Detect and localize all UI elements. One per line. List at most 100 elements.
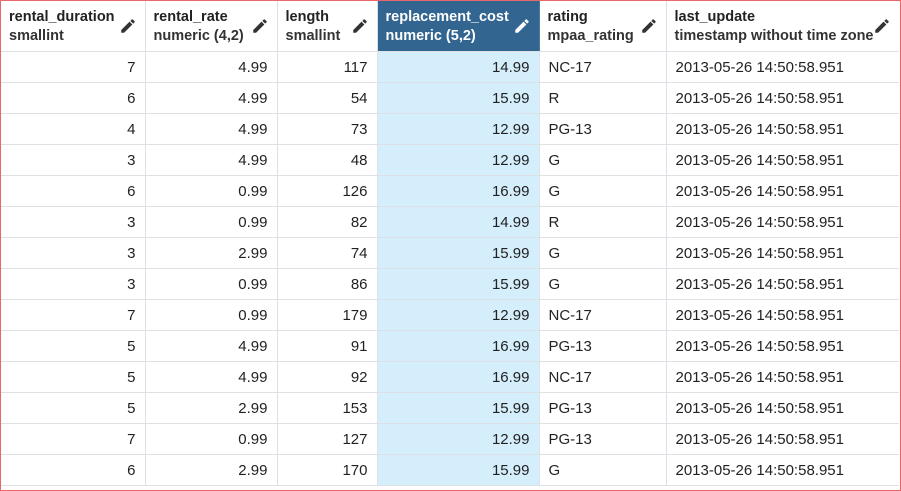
cell-rental-duration[interactable]: 6 <box>1 175 146 207</box>
table-row[interactable]: 4 4.99 73 12.99 PG-13 2013-05-26 14:50:58.951 <box>1 113 899 145</box>
cell-replacement-cost[interactable]: 15.99 <box>377 82 540 114</box>
table-row[interactable]: 3 0.99 86 15.99 G 2013-05-26 14:50:58.951 <box>1 268 899 300</box>
table-row[interactable]: 6 4.99 54 15.99 R 2013-05-26 14:50:58.951 <box>1 82 899 114</box>
cell-length[interactable]: 48 <box>277 144 378 176</box>
cell-length[interactable]: 74 <box>277 237 378 269</box>
table-row[interactable]: 3 0.99 82 14.99 R 2013-05-26 14:50:58.951 <box>1 206 899 238</box>
cell-rental-rate[interactable]: 4.99 <box>145 144 278 176</box>
cell-length[interactable]: 117 <box>277 51 378 83</box>
cell-last-update[interactable]: 2013-05-26 14:50:58.951 <box>666 299 899 331</box>
cell-replacement-cost[interactable]: 15.99 <box>377 237 540 269</box>
pencil-icon[interactable] <box>251 17 269 35</box>
cell-rating[interactable]: NC-17 <box>539 361 667 393</box>
cell-rental-duration[interactable]: 5 <box>1 330 146 362</box>
cell-rental-rate[interactable]: 2.99 <box>145 237 278 269</box>
cell-length[interactable]: 82 <box>277 206 378 238</box>
cell-length[interactable]: 91 <box>277 330 378 362</box>
table-row[interactable]: 7 0.99 179 12.99 NC-17 2013-05-26 14:50:58.95… <box>1 299 899 331</box>
table-row[interactable]: 6 0.99 126 16.99 G 2013-05-26 14:50:58.951 <box>1 175 899 207</box>
cell-replacement-cost[interactable]: 12.99 <box>377 423 540 455</box>
cell-rating[interactable]: G <box>539 454 667 486</box>
cell-rental-rate[interactable]: 0.99 <box>145 206 278 238</box>
column-header-rating[interactable]: rating mpaa_rating <box>539 1 667 52</box>
cell-last-update[interactable]: 2013-05-26 14:50:58.951 <box>666 144 899 176</box>
cell-rental-rate[interactable]: 4.99 <box>145 82 278 114</box>
cell-rental-rate[interactable]: 2.99 <box>145 392 278 424</box>
cell-rental-rate[interactable]: 4.99 <box>145 51 278 83</box>
cell-last-update[interactable]: 2013-05-26 14:50:58.951 <box>666 454 899 486</box>
column-header-replacement-cost[interactable]: replacement_cost numeric (5,2) <box>377 1 540 52</box>
cell-rental-duration[interactable]: 5 <box>1 361 146 393</box>
cell-rental-rate[interactable]: 0.99 <box>145 268 278 300</box>
cell-length[interactable]: 54 <box>277 82 378 114</box>
cell-rating[interactable]: PG-13 <box>539 392 667 424</box>
cell-length[interactable]: 73 <box>277 113 378 145</box>
cell-rental-rate[interactable]: 0.99 <box>145 423 278 455</box>
cell-last-update[interactable]: 2013-05-26 14:50:58.951 <box>666 206 899 238</box>
cell-replacement-cost[interactable]: 15.99 <box>377 268 540 300</box>
pencil-icon[interactable] <box>513 17 531 35</box>
cell-length[interactable]: 86 <box>277 268 378 300</box>
cell-replacement-cost[interactable]: 12.99 <box>377 113 540 145</box>
cell-length[interactable]: 127 <box>277 423 378 455</box>
cell-replacement-cost[interactable]: 16.99 <box>377 361 540 393</box>
cell-rental-duration[interactable]: 3 <box>1 237 146 269</box>
cell-rental-rate[interactable]: 0.99 <box>145 175 278 207</box>
table-row[interactable]: 5 4.99 91 16.99 PG-13 2013-05-26 14:50:58.951 <box>1 330 899 362</box>
cell-last-update[interactable]: 2013-05-26 14:50:58.951 <box>666 268 899 300</box>
cell-rating[interactable]: R <box>539 82 667 114</box>
cell-replacement-cost[interactable]: 15.99 <box>377 392 540 424</box>
cell-rental-duration[interactable]: 7 <box>1 51 146 83</box>
cell-rental-rate[interactable]: 4.99 <box>145 361 278 393</box>
cell-replacement-cost[interactable]: 15.99 <box>377 454 540 486</box>
cell-last-update[interactable]: 2013-05-26 14:50:58.951 <box>666 113 899 145</box>
cell-replacement-cost[interactable]: 12.99 <box>377 299 540 331</box>
pencil-icon[interactable] <box>351 17 369 35</box>
pencil-icon[interactable] <box>640 17 658 35</box>
cell-rating[interactable]: G <box>539 175 667 207</box>
cell-rental-duration[interactable]: 3 <box>1 206 146 238</box>
column-header-last-update[interactable]: last_update timestamp without time zone <box>666 1 899 52</box>
table-row[interactable]: 7 4.99 117 14.99 NC-17 2013-05-26 14:50:58.95… <box>1 51 899 83</box>
cell-rating[interactable]: NC-17 <box>539 299 667 331</box>
cell-rental-rate[interactable]: 2.99 <box>145 454 278 486</box>
cell-rating[interactable]: PG-13 <box>539 113 667 145</box>
table-row[interactable]: 6 2.99 170 15.99 G 2013-05-26 14:50:58.951 <box>1 454 899 486</box>
cell-replacement-cost[interactable]: 16.99 <box>377 330 540 362</box>
cell-rental-duration[interactable]: 4 <box>1 113 146 145</box>
cell-length[interactable]: 153 <box>277 392 378 424</box>
pencil-icon[interactable] <box>119 17 137 35</box>
cell-last-update[interactable]: 2013-05-26 14:50:58.951 <box>666 82 899 114</box>
cell-rating[interactable]: R <box>539 206 667 238</box>
cell-replacement-cost[interactable]: 14.99 <box>377 51 540 83</box>
cell-replacement-cost[interactable]: 16.99 <box>377 175 540 207</box>
column-header-rental-rate[interactable]: rental_rate numeric (4,2) <box>145 1 278 52</box>
cell-length[interactable]: 92 <box>277 361 378 393</box>
column-header-rental-duration[interactable]: rental_duration smallint <box>1 1 146 52</box>
cell-rating[interactable]: G <box>539 268 667 300</box>
cell-rental-rate[interactable]: 4.99 <box>145 113 278 145</box>
cell-rental-duration[interactable]: 3 <box>1 144 146 176</box>
cell-last-update[interactable]: 2013-05-26 14:50:58.951 <box>666 423 899 455</box>
cell-last-update[interactable]: 2013-05-26 14:50:58.951 <box>666 237 899 269</box>
table-row[interactable]: 5 2.99 153 15.99 PG-13 2013-05-26 14:50:58.95… <box>1 392 899 424</box>
pencil-icon[interactable] <box>873 17 891 35</box>
cell-rental-duration[interactable]: 7 <box>1 423 146 455</box>
table-row[interactable]: 3 4.99 48 12.99 G 2013-05-26 14:50:58.951 <box>1 144 899 176</box>
cell-rental-duration[interactable]: 6 <box>1 82 146 114</box>
cell-rating[interactable]: G <box>539 237 667 269</box>
cell-replacement-cost[interactable]: 12.99 <box>377 144 540 176</box>
cell-rental-rate[interactable]: 0.99 <box>145 299 278 331</box>
cell-last-update[interactable]: 2013-05-26 14:50:58.951 <box>666 330 899 362</box>
cell-length[interactable]: 179 <box>277 299 378 331</box>
table-row[interactable]: 7 0.99 127 12.99 PG-13 2013-05-26 14:50:58.95… <box>1 423 899 455</box>
cell-last-update[interactable]: 2013-05-26 14:50:58.951 <box>666 175 899 207</box>
cell-last-update[interactable]: 2013-05-26 14:50:58.951 <box>666 51 899 83</box>
table-row[interactable]: 3 2.99 74 15.99 G 2013-05-26 14:50:58.951 <box>1 237 899 269</box>
cell-rating[interactable]: NC-17 <box>539 51 667 83</box>
cell-last-update[interactable]: 2013-05-26 14:50:58.951 <box>666 361 899 393</box>
cell-length[interactable]: 126 <box>277 175 378 207</box>
cell-last-update[interactable]: 2013-05-26 14:50:58.951 <box>666 392 899 424</box>
cell-rental-duration[interactable]: 7 <box>1 299 146 331</box>
column-header-length[interactable]: length smallint <box>277 1 378 52</box>
